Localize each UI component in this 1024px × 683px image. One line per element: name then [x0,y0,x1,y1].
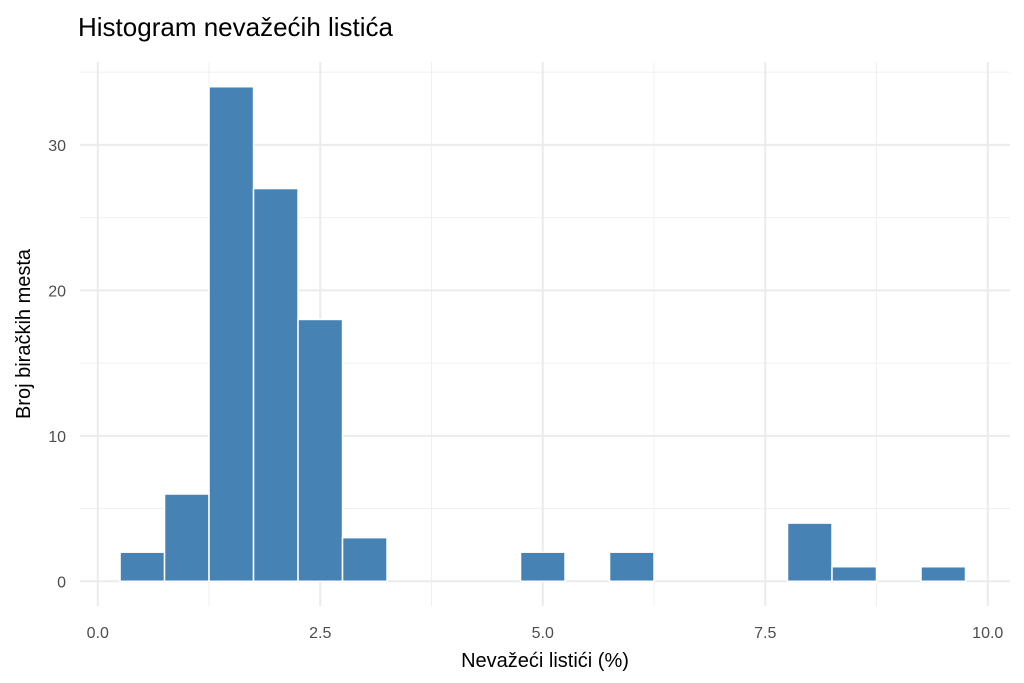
histogram-bar [920,565,967,583]
y-axis-label: Broj biračkih mesta [13,248,35,419]
y-tick-label: 10 [48,429,66,446]
y-tick-label: 30 [48,138,66,155]
y-tick-label: 0 [57,574,66,591]
histogram-bar [119,551,166,583]
histogram-bar [786,522,833,583]
histogram-bar [297,318,344,583]
histogram-bar [341,536,388,583]
x-tick-label: 0.0 [87,625,109,642]
x-tick-label: 10.0 [972,625,1003,642]
y-tick-label: 20 [48,283,66,300]
histogram-bar [519,551,566,583]
histogram-bar [252,187,299,583]
chart-title: Histogram nevažećih listića [78,12,394,42]
histogram-bar [163,493,210,583]
histogram-bar [608,551,655,583]
x-tick-label: 5.0 [532,625,554,642]
histogram-bar [831,565,878,583]
x-tick-label: 7.5 [754,625,776,642]
x-axis-label: Nevažeći listići (%) [461,650,629,672]
x-tick-label: 2.5 [309,625,331,642]
histogram-bar [208,85,255,583]
